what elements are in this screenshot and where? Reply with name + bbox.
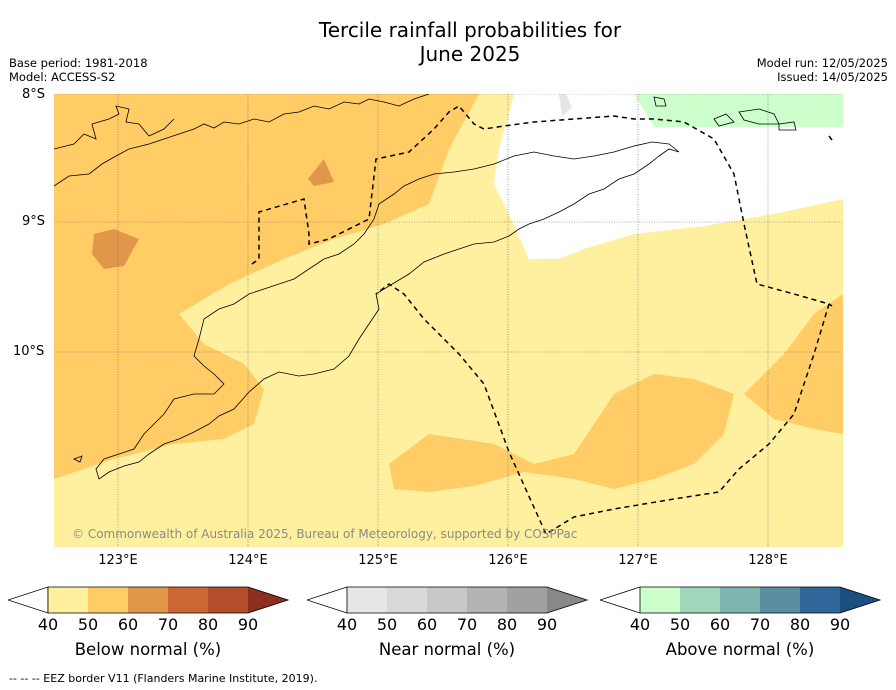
below-normal-60-east [744,294,843,434]
cb-near-50 [347,587,387,613]
base-period: Base period: 1981-2018 [9,56,148,70]
colorbar-near-normal [307,586,589,614]
cb-above-70 [720,587,760,613]
no-category-region [494,94,843,259]
lon-label-123e: 123°E [98,553,138,568]
cb-below-tick: 60 [117,615,139,634]
colorbar-above-title: Above normal (%) [665,640,815,659]
colorbar-below-title: Below normal (%) [74,640,222,659]
cb-near-60 [387,587,427,613]
above-normal-region [634,94,843,127]
cb-above-tick: 70 [749,615,771,634]
issued-date: Issued: 14/05/2025 [777,70,888,84]
cb-below-90 [208,587,248,613]
coastlines [54,94,797,480]
cb-above-tick: 80 [789,615,811,634]
lat-label-8s: 8°S [22,87,46,102]
copyright-notice: © Commonwealth of Australia 2025, Bureau… [72,527,578,541]
title-line-1: Tercile rainfall probabilities for [318,18,622,42]
cb-near-tick: 60 [416,615,438,634]
cb-below-tick: 80 [197,615,219,634]
cb-below-extend-high [248,587,288,613]
cb-above-90 [800,587,840,613]
cb-above-60 [680,587,720,613]
cb-near-tick: 80 [496,615,518,634]
cb-near-80 [467,587,507,613]
cb-near-tick: 50 [376,615,398,634]
below-normal-60-south [389,374,734,492]
cb-below-tick: 50 [77,615,99,634]
cb-below-80 [168,587,208,613]
cb-near-90 [507,587,547,613]
below-normal-60-west [54,94,479,479]
meta-left: Base period: 1981-2018 Model: ACCESS-S2 [9,56,148,84]
cb-below-70 [128,587,168,613]
lat-label-9s: 9°S [22,214,46,229]
cb-below-50 [48,587,88,613]
cb-above-tick: 90 [829,615,851,634]
cb-near-extend-low [307,587,347,613]
cb-near-tick: 90 [536,615,558,634]
colorbar-near-title: Near normal (%) [378,640,516,659]
cb-above-50 [640,587,680,613]
lon-label-127e: 127°E [618,553,658,568]
near-normal-region [559,94,572,116]
cb-near-tick: 70 [456,615,478,634]
title-line-2: June 2025 [419,42,521,66]
map-title: Tercile rainfall probabilities for June … [0,18,896,66]
lat-label-10s: 10°S [13,344,45,359]
cb-above-tick: 40 [629,615,651,634]
lon-label-126e: 126°E [488,553,528,568]
colorbar-below-normal [8,586,290,614]
map-panel [54,94,843,547]
eez-border [251,105,830,536]
cb-near-70 [427,587,467,613]
colorbar-above-normal [600,586,882,614]
lon-label-128e: 128°E [748,553,788,568]
cb-near-tick: 40 [336,615,358,634]
cb-above-extend-high [840,587,880,613]
cb-below-tick: 70 [157,615,179,634]
meta-right: Model run: 12/05/2025 Issued: 14/05/2025 [757,56,888,84]
lon-label-125e: 125°E [358,553,398,568]
cb-above-tick: 50 [669,615,691,634]
cb-above-extend-low [600,587,640,613]
lon-label-124e: 124°E [228,553,268,568]
eez-footer-note: -- -- -- EEZ border V11 (Flanders Marine… [9,672,318,685]
cb-below-tick: 90 [237,615,259,634]
cb-above-80 [760,587,800,613]
cb-below-60 [88,587,128,613]
cb-below-extend-low [8,586,49,614]
model-run: Model run: 12/05/2025 [756,56,888,70]
below-normal-70-patch-2 [308,159,334,186]
model-name: Model: ACCESS-S2 [9,70,116,84]
map-gridlines [54,94,843,547]
cb-above-tick: 60 [709,615,731,634]
cb-below-tick: 40 [37,615,59,634]
below-normal-70-patch-1 [92,229,139,269]
cb-near-extend-high [547,587,587,613]
